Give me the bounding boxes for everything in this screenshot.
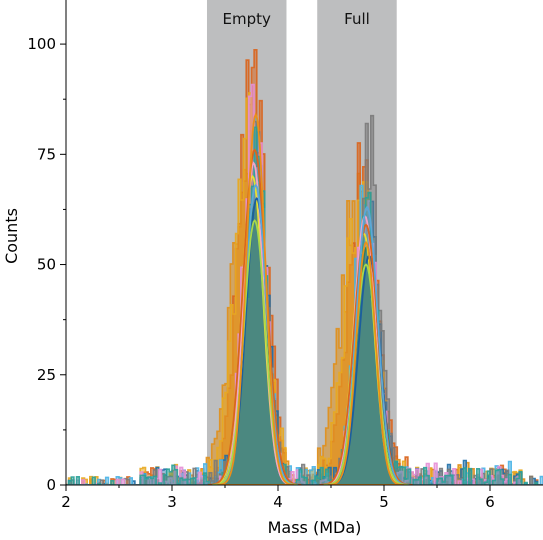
fit-curve-7-full (323, 263, 409, 485)
histogram-series-4 (66, 131, 543, 485)
y-tick-label: 0 (46, 476, 56, 494)
region-label-empty: Empty (223, 10, 271, 28)
histogram-layer (66, 49, 543, 485)
y-tick-label: 50 (37, 256, 56, 274)
fit-curve-5-empty (207, 148, 302, 485)
fit-curve-8-full (327, 240, 405, 485)
y-tick-label: 100 (27, 35, 56, 53)
y-axis-label: Counts (2, 208, 21, 264)
x-tick-label: 6 (485, 493, 495, 511)
histogram-series-6 (66, 114, 543, 485)
histogram-series-1 (66, 129, 543, 485)
x-tick-label: 4 (273, 493, 283, 511)
histogram-series-8 (66, 126, 543, 485)
histogram-series-3 (66, 92, 543, 485)
fit-curve-8-empty (217, 112, 294, 485)
region-label-full: Full (344, 10, 370, 28)
x-tick-label: 2 (61, 493, 71, 511)
histogram-series-7 (66, 83, 543, 485)
fit-curve-5-full (319, 223, 413, 485)
x-tick-label: 3 (167, 493, 177, 511)
x-axis-label: Mass (MDa) (268, 518, 362, 537)
histogram-series-2 (66, 49, 543, 485)
y-tick-label: 75 (37, 145, 56, 163)
fit-curve-layer (207, 112, 413, 485)
y-tick-label: 25 (37, 366, 56, 384)
x-tick-label: 5 (379, 493, 389, 511)
histogram-series-5 (66, 118, 543, 485)
